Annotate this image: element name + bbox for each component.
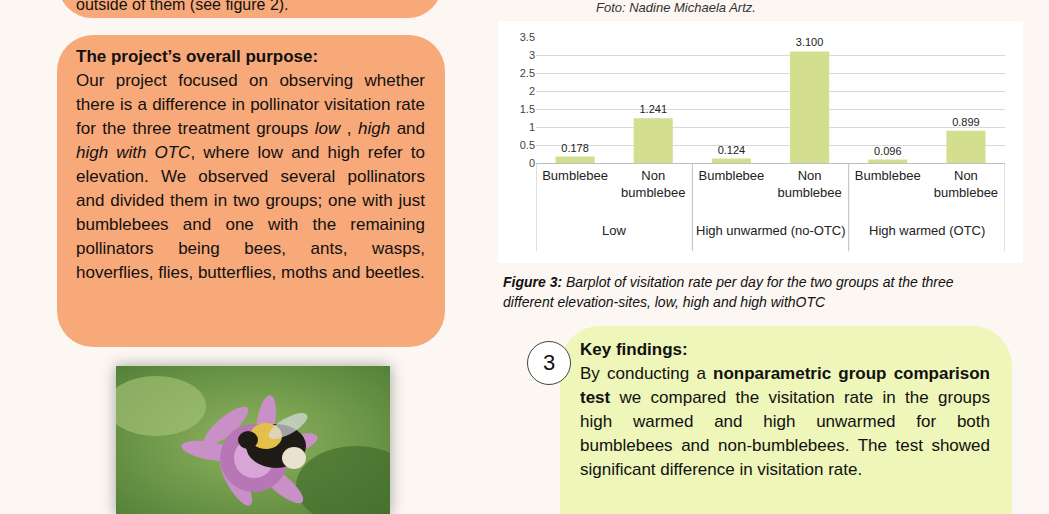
svg-text:1.5: 1.5 — [520, 103, 535, 115]
html-text:By conducting a nonparametric: By conducting a nonparametric group comp… — [580, 364, 990, 479]
svg-text:0.178: 0.178 — [561, 142, 589, 154]
svg-text:0.899: 0.899 — [952, 116, 980, 128]
svg-text:Nonbumblebee: Nonbumblebee — [621, 168, 685, 200]
svg-text:Nonbumblebee: Nonbumblebee — [777, 168, 841, 200]
html-text:high with OTC, where low and h: high with OTC, where low and high refer … — [76, 143, 425, 282]
svg-text:0.124: 0.124 — [718, 144, 746, 156]
svg-text:Bumblebee: Bumblebee — [855, 168, 921, 183]
svg-text:2: 2 — [529, 85, 535, 97]
svg-text:0.096: 0.096 — [874, 145, 902, 157]
svg-text:3.5: 3.5 — [520, 31, 535, 43]
html-text:3: 3 — [542, 350, 556, 375]
svg-text:Low: Low — [602, 223, 626, 238]
html-text:The project’s overall purpose:: The project’s overall purpose: — [76, 47, 319, 66]
svg-text:0: 0 — [529, 157, 535, 169]
svg-text:High unwarmed (no-OTC): High unwarmed (no-OTC) — [696, 223, 846, 238]
svg-text:3: 3 — [529, 49, 535, 61]
svg-text:0.5: 0.5 — [520, 139, 535, 151]
svg-text:3.100: 3.100 — [796, 36, 824, 48]
svg-text:2.5: 2.5 — [520, 67, 535, 79]
html-text:Key findings:: Key findings: — [580, 340, 688, 359]
svg-text:1: 1 — [529, 121, 535, 133]
svg-text:1.241: 1.241 — [639, 103, 667, 115]
svg-text:Nonbumblebee: Nonbumblebee — [934, 168, 998, 200]
svg-text:Bumblebee: Bumblebee — [542, 168, 608, 183]
svg-text:Bumblebee: Bumblebee — [699, 168, 765, 183]
html-text:Figure 3: Barplot of visitatio: Figure 3: Barplot of visitation rate per… — [503, 274, 954, 310]
html-text:Foto: Nadine Michaela Artz.: Foto: Nadine Michaela Artz. — [596, 0, 756, 15]
html-text:Our project focused on observi: Our project focused on observing whether… — [76, 71, 425, 138]
svg-text:High warmed (OTC): High warmed (OTC) — [869, 223, 985, 238]
